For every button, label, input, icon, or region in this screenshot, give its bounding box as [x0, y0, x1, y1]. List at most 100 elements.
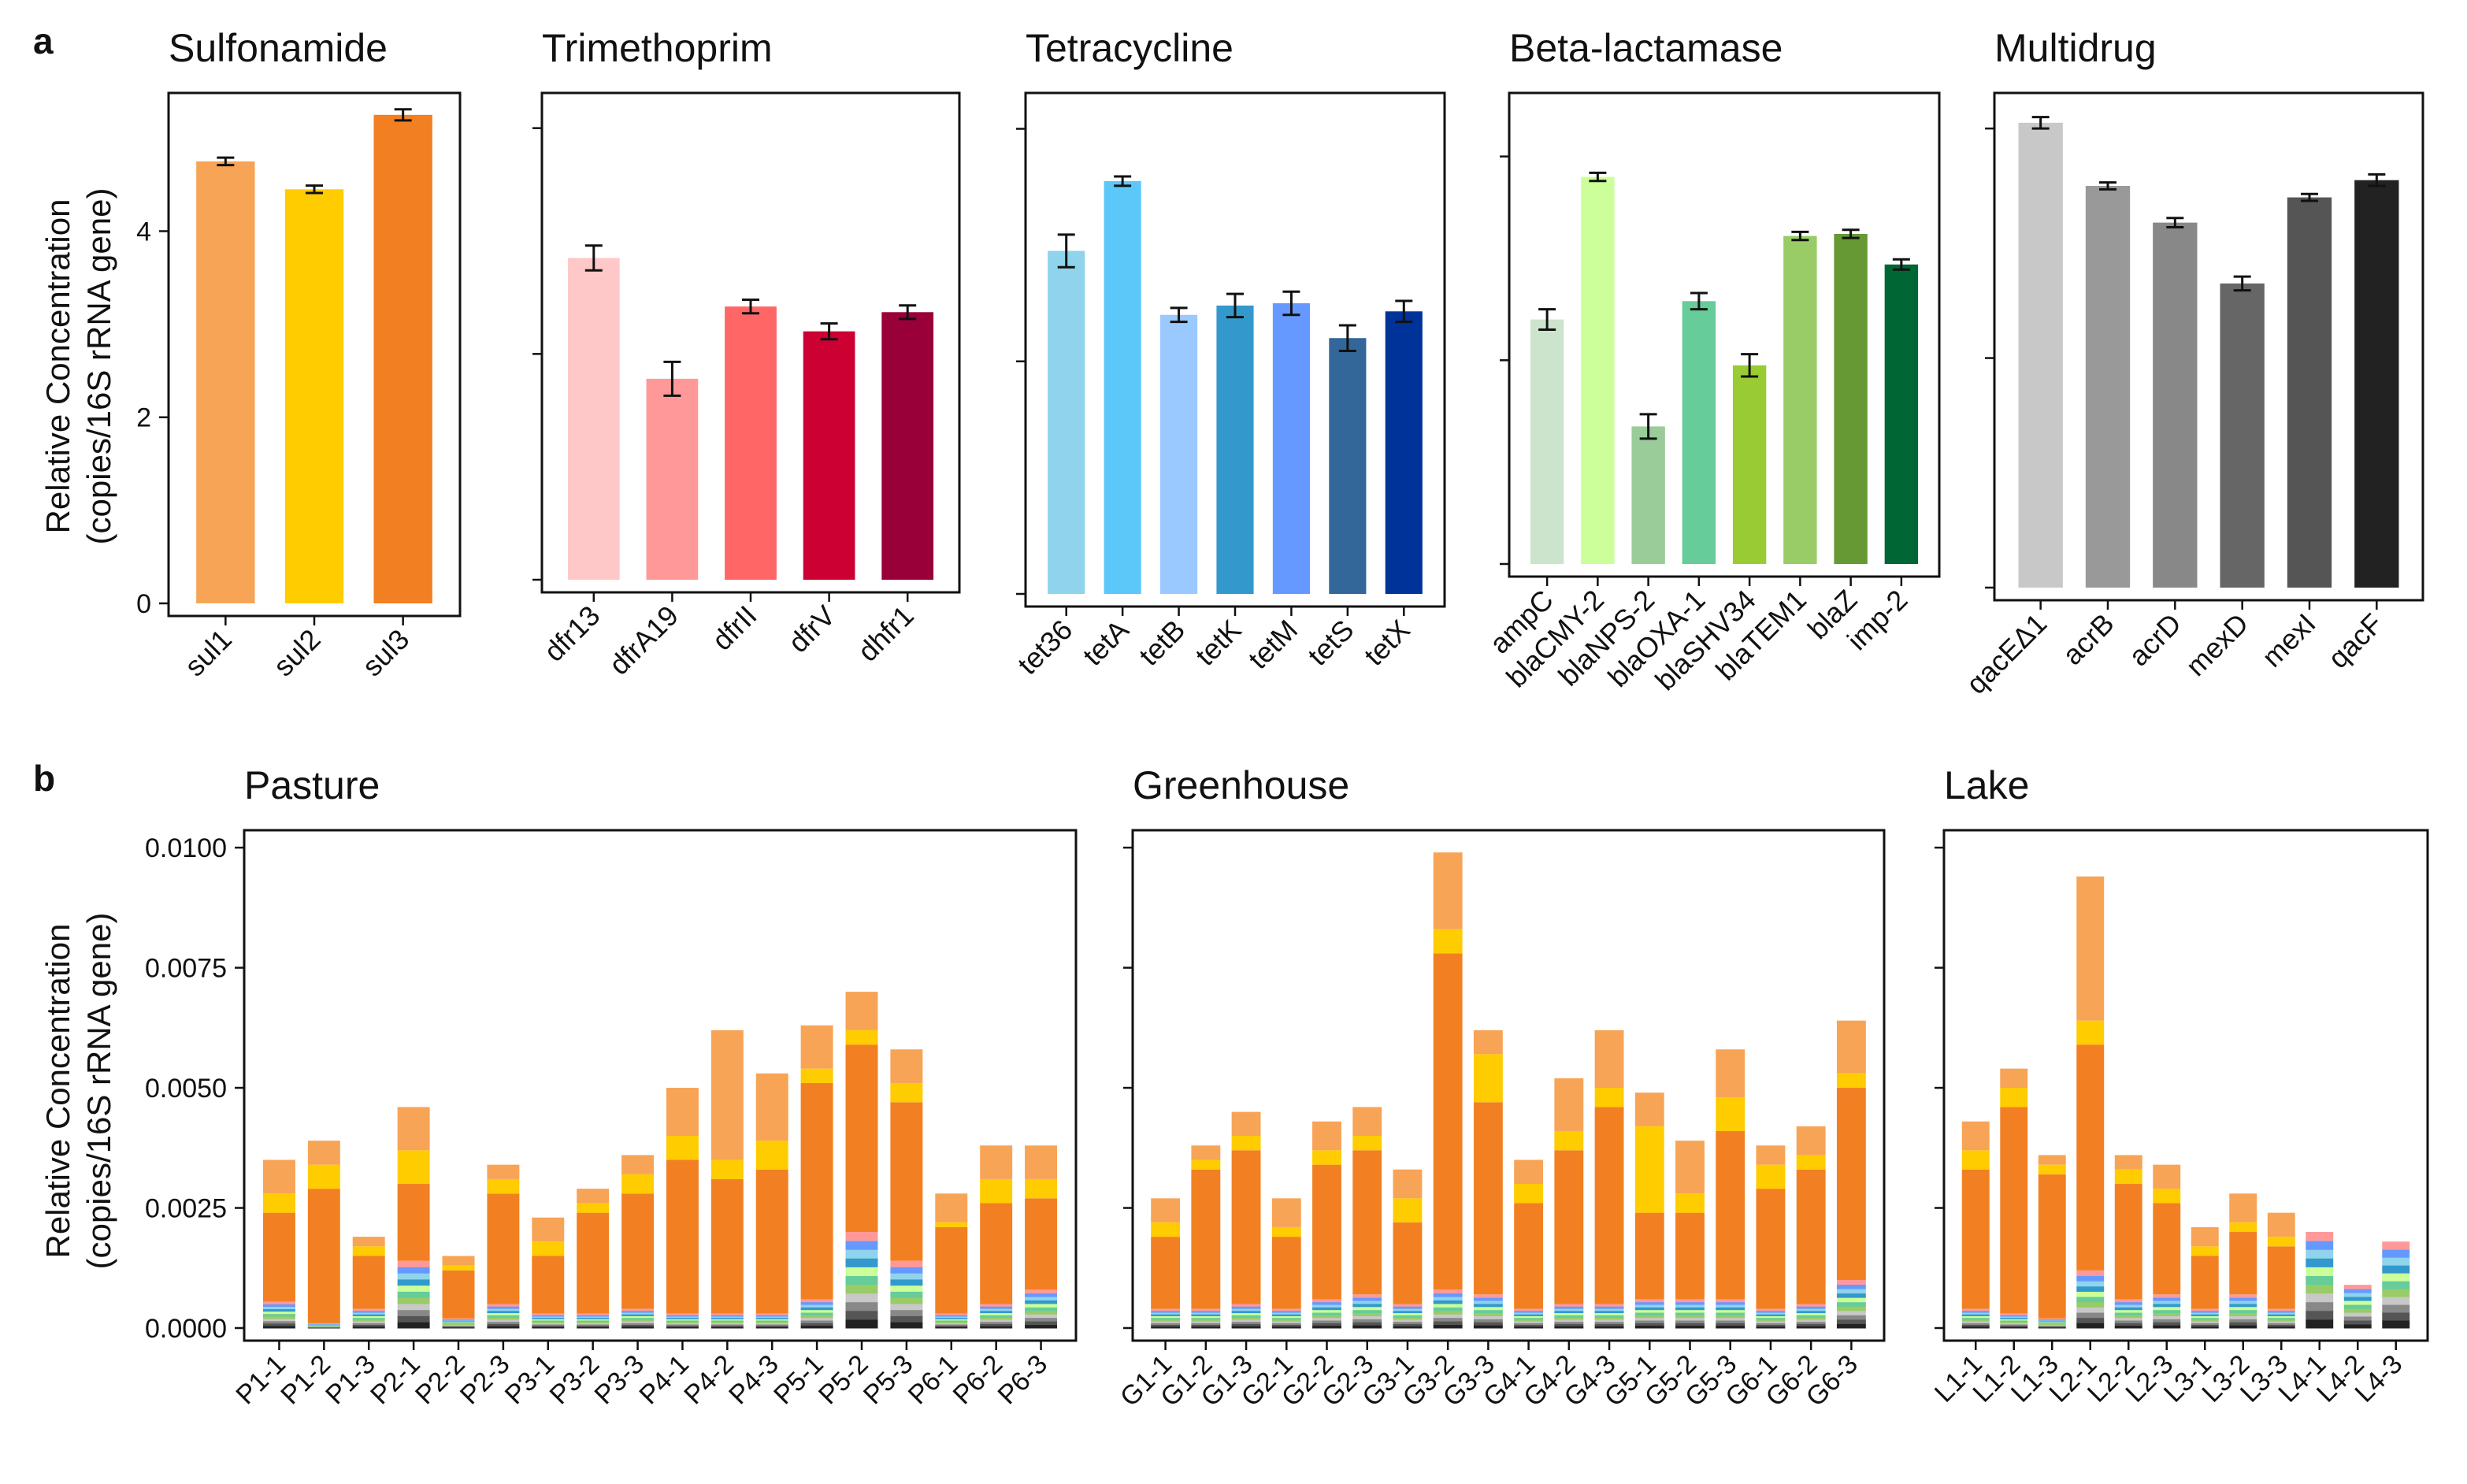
- bar-segment-other: [890, 1273, 923, 1280]
- bar-segment-other: [1191, 1323, 1221, 1326]
- bar-segment-sul2: [1271, 1226, 1301, 1237]
- bar-segment-other: [2038, 1321, 2066, 1323]
- bar-segment-other: [1473, 1319, 1503, 1323]
- bar: [196, 161, 255, 603]
- bar-segment-other: [1796, 1315, 1826, 1318]
- bar-segment-sul2: [1151, 1222, 1181, 1237]
- bar-segment-other: [980, 1317, 1013, 1320]
- bar-segment-other: [1716, 1301, 1745, 1305]
- bar-segment-other: [2038, 1323, 2066, 1326]
- bar-segment-other: [2114, 1320, 2142, 1323]
- x-tick-label: tetA: [1077, 614, 1135, 672]
- bar-segment-other: [2267, 1323, 2295, 1326]
- bar-segment-other: [1025, 1303, 1058, 1308]
- bar-segment-sul1: [755, 1073, 788, 1141]
- bar-segment-other: [1634, 1301, 1664, 1305]
- bar-segment-other: [1151, 1321, 1181, 1323]
- bar-segment-other: [2343, 1312, 2372, 1317]
- bar-segment-other: [2267, 1312, 2295, 1315]
- bar-segment-sul3: [1312, 1164, 1341, 1300]
- bar-segment-sul1: [1961, 1121, 1990, 1151]
- bar-segment-other: [2038, 1326, 2066, 1328]
- bar-segment-sul1: [710, 1030, 744, 1160]
- bar-segment-other: [755, 1317, 788, 1319]
- bar-segment-other: [2076, 1270, 2105, 1276]
- bar-segment-other: [1594, 1304, 1624, 1307]
- bar-segment-other: [666, 1324, 699, 1326]
- bar-segment-other: [621, 1319, 655, 1322]
- bar: [1834, 233, 1868, 564]
- bar-segment-other: [845, 1241, 878, 1250]
- bar-segment-other: [845, 1310, 878, 1320]
- bar-segment-other: [2382, 1249, 2410, 1258]
- bar-segment-other: [2382, 1304, 2410, 1313]
- bar-segment-other: [1554, 1321, 1584, 1324]
- bar-segment-other: [890, 1260, 923, 1267]
- bar-segment-other: [755, 1319, 788, 1321]
- bar-segment-other: [262, 1304, 295, 1308]
- bar: [2287, 197, 2332, 588]
- bar-segment-other: [1594, 1326, 1624, 1329]
- bar-segment-other: [1675, 1299, 1705, 1303]
- bar-segment-other: [2343, 1316, 2372, 1321]
- bar-segment-other: [487, 1308, 520, 1311]
- bar-segment-other: [1594, 1310, 1624, 1314]
- bar: [1104, 180, 1141, 594]
- bar-segment-other: [845, 1293, 878, 1303]
- bar-segment-sul2: [1191, 1159, 1221, 1170]
- bar-segment-sul3: [755, 1169, 788, 1314]
- bar-segment-other: [666, 1319, 699, 1321]
- x-tick-label: P6-1: [903, 1349, 964, 1411]
- bar-segment-other: [2000, 1324, 2028, 1326]
- bar-segment-other: [666, 1320, 699, 1323]
- bar-segment-other: [2306, 1275, 2334, 1286]
- bar-segment-sul2: [1594, 1088, 1624, 1107]
- bar-segment-other: [666, 1315, 699, 1317]
- bar-segment-other: [1594, 1323, 1624, 1326]
- bar-segment-sul1: [1473, 1030, 1503, 1055]
- bar-segment-other: [352, 1319, 385, 1322]
- bar-segment-sul2: [352, 1246, 385, 1256]
- bar-segment-other: [1393, 1317, 1423, 1320]
- bar-segment-other: [2076, 1307, 2105, 1313]
- bar-segment-other: [442, 1326, 475, 1328]
- chart-title: Beta-lactamase: [1509, 26, 1783, 70]
- bar-segment-other: [845, 1284, 878, 1294]
- bar-segment-sul2: [1352, 1136, 1382, 1151]
- bar-segment-other: [352, 1310, 385, 1313]
- bar-segment-other: [262, 1318, 295, 1322]
- bar-segment-other: [1836, 1319, 1866, 1324]
- bar-segment-other: [352, 1308, 385, 1311]
- bar-segment-other: [1796, 1321, 1826, 1324]
- bar-segment-other: [1716, 1317, 1745, 1321]
- bar-segment-other: [621, 1317, 655, 1320]
- bar-segment-other: [980, 1326, 1013, 1329]
- bar-segment-sul3: [262, 1212, 295, 1302]
- bar-segment-other: [1025, 1321, 1058, 1326]
- bar-segment-sul1: [1756, 1145, 1786, 1165]
- bar-segment-other: [710, 1320, 744, 1323]
- bar-segment-other: [1961, 1312, 1990, 1315]
- bar-segment-other: [2343, 1300, 2372, 1305]
- bar-segment-other: [2382, 1320, 2410, 1329]
- bar-segment-sul3: [935, 1226, 968, 1314]
- bar-segment-other: [1961, 1321, 1990, 1323]
- bar-segment-other: [1473, 1315, 1503, 1319]
- bar-segment-other: [890, 1322, 923, 1329]
- bar-segment-other: [755, 1320, 788, 1323]
- bar-segment-other: [262, 1313, 295, 1317]
- bar-segment-other: [845, 1267, 878, 1276]
- bar-segment-other: [890, 1297, 923, 1304]
- bar-segment-other: [2153, 1297, 2181, 1301]
- bar-segment-other: [1025, 1324, 1058, 1329]
- bar-segment-other: [2343, 1304, 2372, 1309]
- bar-segment-sul2: [2038, 1164, 2066, 1174]
- bar-segment-other: [1352, 1303, 1382, 1308]
- bar-segment-sul3: [621, 1193, 655, 1309]
- bar-segment-other: [755, 1325, 788, 1327]
- bar-segment-sul3: [1271, 1237, 1301, 1309]
- bar-segment-other: [710, 1315, 744, 1317]
- bar-segment-other: [442, 1320, 475, 1322]
- x-tick-label: qacEΔ1: [1960, 607, 2053, 700]
- bar-segment-other: [621, 1308, 655, 1311]
